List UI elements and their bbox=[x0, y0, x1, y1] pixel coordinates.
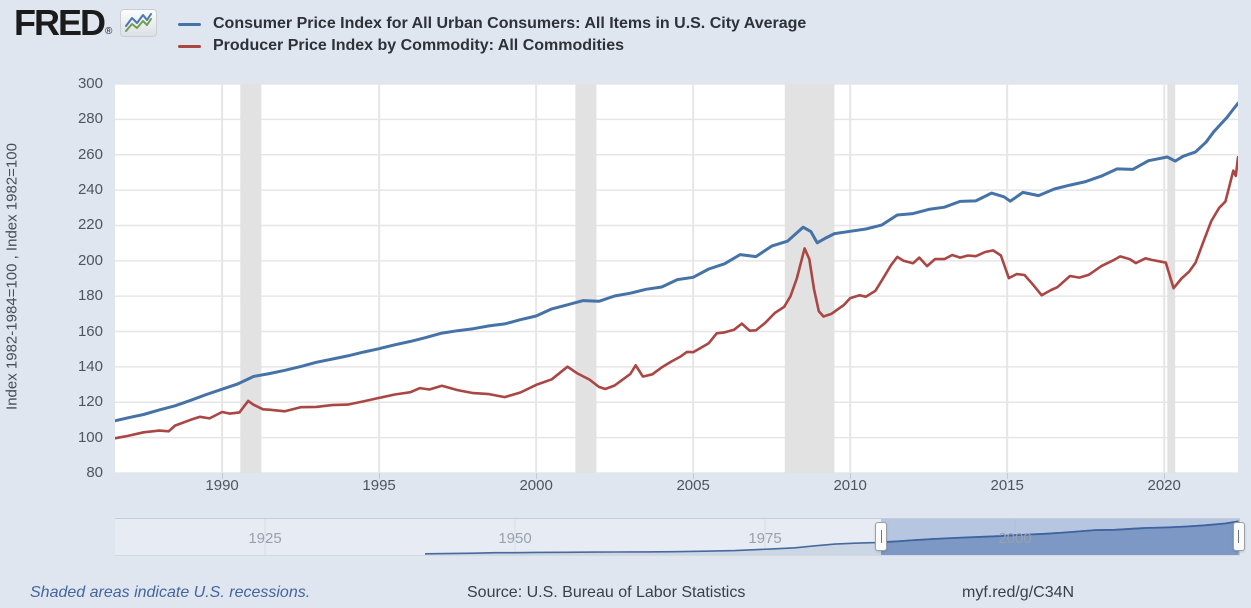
date-range-slider[interactable]: 1925 1950 1975 2000 bbox=[115, 518, 1245, 556]
y-tick-label: 240 bbox=[77, 181, 103, 199]
x-tick-label: 2020 bbox=[1147, 477, 1181, 494]
y-axis-title: Index 1982-1984=100 , Index 1982=100 bbox=[3, 143, 21, 410]
ppi-line-swatch bbox=[178, 44, 201, 48]
y-tick-label: 120 bbox=[77, 393, 103, 411]
slider-left-handle[interactable] bbox=[875, 522, 887, 551]
cpi-legend-label: Consumer Price Index for All Urban Consu… bbox=[213, 15, 807, 32]
selection-area-group bbox=[881, 520, 1239, 555]
x-tick-mark bbox=[536, 473, 538, 479]
slider-right-handle[interactable] bbox=[1232, 522, 1245, 551]
slider-year-label: 1950 bbox=[498, 530, 532, 547]
x-tick-label: 2005 bbox=[676, 477, 710, 494]
x-tick-mark bbox=[222, 473, 224, 479]
legend-item-ppi[interactable]: Producer Price Index by Commodity: All C… bbox=[178, 35, 806, 57]
slider-year-label: 1925 bbox=[248, 530, 282, 547]
x-tick-label: 1990 bbox=[205, 477, 239, 494]
slider-year-label: 1975 bbox=[748, 530, 782, 547]
x-tick-label: 1995 bbox=[362, 477, 396, 494]
y-tick-label: 200 bbox=[77, 251, 103, 269]
slider-year-label: 2000 bbox=[998, 530, 1032, 547]
x-tick-mark bbox=[1164, 473, 1166, 479]
y-tick-label: 100 bbox=[77, 428, 103, 446]
registered-trademark: ® bbox=[105, 26, 113, 37]
x-tick-mark bbox=[1007, 473, 1009, 479]
short-url[interactable]: myf.red/g/C34N bbox=[962, 584, 1075, 601]
ppi-line bbox=[115, 155, 1238, 440]
cpi-line bbox=[115, 101, 1238, 423]
x-tick-label: 2015 bbox=[990, 477, 1024, 494]
x-tick-mark bbox=[379, 473, 381, 479]
ppi-legend-label: Producer Price Index by Commodity: All C… bbox=[213, 37, 625, 54]
x-tick-label: 2010 bbox=[833, 477, 867, 494]
plot-area[interactable] bbox=[115, 84, 1238, 473]
overview-area-selected bbox=[881, 521, 1239, 555]
y-tick-label: 180 bbox=[77, 287, 103, 305]
y-tick-label: 80 bbox=[86, 464, 103, 481]
price-index-chart bbox=[115, 84, 1238, 473]
slider-overview-chart bbox=[264, 519, 1240, 555]
y-tick-label: 300 bbox=[77, 75, 103, 92]
chart-legend: Consumer Price Index for All Urban Consu… bbox=[178, 13, 806, 57]
recession-band bbox=[240, 84, 262, 473]
recession-band bbox=[784, 84, 835, 473]
y-tick-label: 220 bbox=[77, 216, 103, 234]
recession-band bbox=[575, 84, 597, 473]
overview-line-selected bbox=[881, 520, 1239, 544]
fred-sparkline-icon bbox=[120, 9, 158, 37]
fred-logo[interactable]: FRED ® bbox=[14, 2, 158, 43]
y-tick-label: 140 bbox=[77, 357, 103, 375]
x-tick-label: 2000 bbox=[519, 477, 553, 494]
data-source: Source: U.S. Bureau of Labor Statistics bbox=[467, 584, 746, 601]
recession-note: Shaded areas indicate U.S. recessions. bbox=[30, 584, 311, 601]
x-tick-mark bbox=[850, 473, 852, 479]
legend-item-cpi[interactable]: Consumer Price Index for All Urban Consu… bbox=[178, 13, 806, 35]
fred-logo-text: FRED bbox=[14, 2, 106, 43]
y-tick-label: 260 bbox=[77, 145, 103, 163]
cpi-line-swatch bbox=[178, 22, 201, 26]
y-tick-label: 280 bbox=[77, 110, 103, 128]
x-tick-mark bbox=[693, 473, 695, 479]
y-tick-label: 160 bbox=[77, 322, 103, 340]
